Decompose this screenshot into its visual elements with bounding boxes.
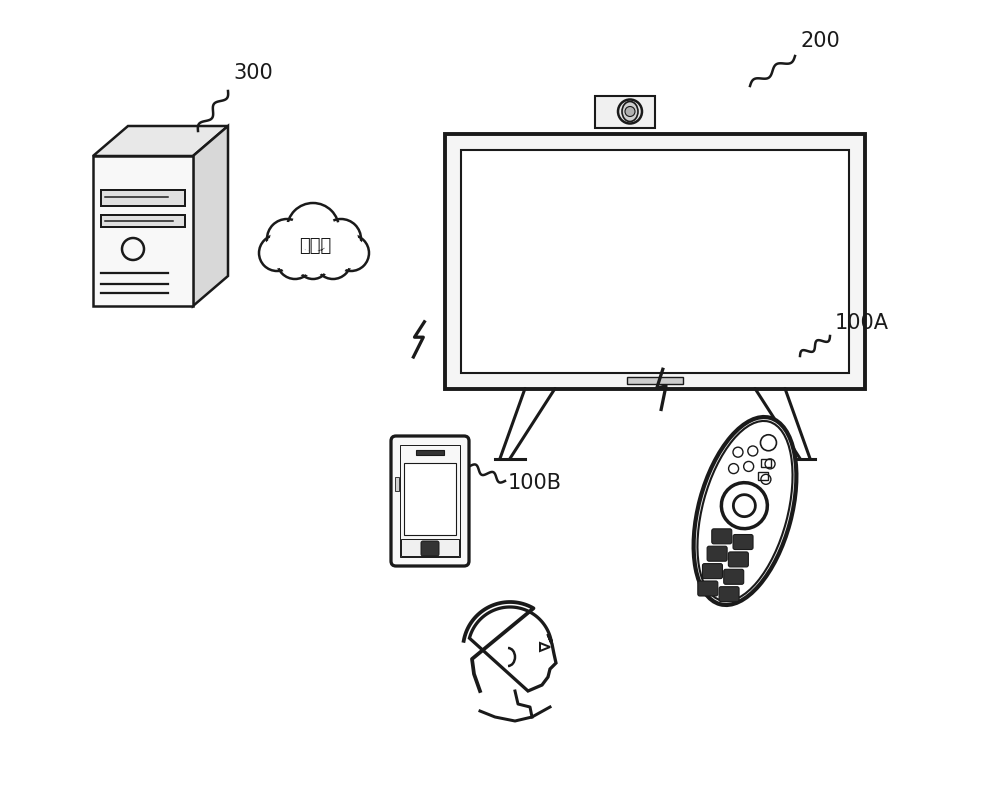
Circle shape: [259, 235, 295, 271]
Circle shape: [618, 100, 642, 123]
Ellipse shape: [694, 417, 796, 605]
Polygon shape: [445, 134, 865, 388]
FancyBboxPatch shape: [421, 541, 439, 556]
Polygon shape: [93, 126, 228, 156]
Circle shape: [270, 222, 304, 256]
Text: 100A: 100A: [835, 313, 889, 333]
FancyBboxPatch shape: [707, 546, 727, 561]
Polygon shape: [401, 539, 459, 556]
Circle shape: [277, 243, 313, 279]
Circle shape: [336, 238, 366, 268]
Circle shape: [324, 222, 358, 256]
Polygon shape: [416, 450, 444, 455]
Polygon shape: [101, 214, 185, 227]
Ellipse shape: [622, 102, 638, 122]
Circle shape: [625, 107, 635, 116]
Polygon shape: [101, 190, 185, 206]
Circle shape: [297, 247, 329, 279]
Polygon shape: [193, 126, 228, 306]
Circle shape: [321, 219, 361, 259]
Polygon shape: [595, 96, 655, 127]
Circle shape: [280, 246, 310, 276]
FancyBboxPatch shape: [702, 564, 722, 579]
FancyBboxPatch shape: [712, 529, 732, 544]
Circle shape: [262, 238, 292, 268]
FancyBboxPatch shape: [724, 569, 744, 584]
Circle shape: [299, 249, 327, 276]
Polygon shape: [93, 156, 193, 306]
Polygon shape: [404, 463, 456, 535]
FancyBboxPatch shape: [733, 535, 753, 549]
Circle shape: [333, 235, 369, 271]
FancyBboxPatch shape: [698, 581, 718, 596]
Ellipse shape: [697, 421, 793, 601]
Circle shape: [267, 219, 307, 259]
Circle shape: [315, 243, 351, 279]
FancyBboxPatch shape: [391, 436, 469, 566]
Circle shape: [318, 246, 348, 276]
FancyBboxPatch shape: [728, 552, 748, 567]
Text: 100B: 100B: [508, 473, 562, 493]
Text: 200: 200: [800, 31, 840, 51]
Circle shape: [291, 207, 335, 251]
Polygon shape: [461, 150, 849, 373]
Polygon shape: [627, 377, 683, 384]
Circle shape: [287, 203, 339, 255]
FancyBboxPatch shape: [719, 587, 739, 602]
Text: 互联网: 互联网: [299, 237, 331, 255]
Polygon shape: [395, 477, 399, 491]
Text: 300: 300: [233, 63, 273, 83]
